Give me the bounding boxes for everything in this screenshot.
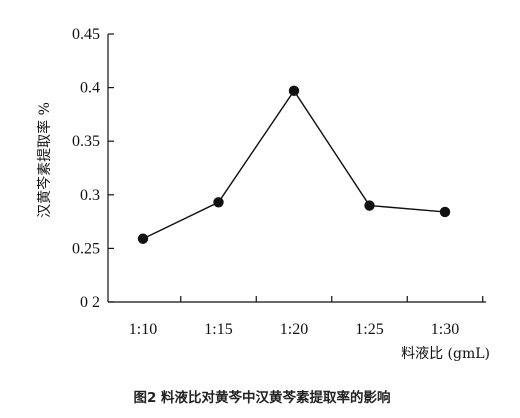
x-tick-label: 1:10	[129, 321, 157, 338]
axes	[107, 34, 486, 303]
series-layer	[137, 85, 451, 244]
x-axis-title: 料液比 (gmL)	[401, 346, 490, 362]
figure-caption: 图2 料液比对黄芩中汉黄芩素提取率的影响	[133, 389, 390, 406]
series-line	[142, 89, 446, 240]
data-point	[213, 197, 224, 208]
data-point	[364, 200, 375, 211]
x-tick-label: 1:20	[280, 321, 308, 338]
x-tick-label: 1:25	[355, 321, 383, 338]
y-tick-label: 0.25	[72, 240, 100, 257]
y-tick-label: 0.3	[80, 187, 100, 204]
data-point	[439, 206, 451, 218]
data-point	[137, 233, 149, 244]
x-tick-label: 1:30	[431, 321, 459, 338]
y-axis-ticks: 0.45 0.4 0.35 0.3 0.25 0 2	[72, 26, 114, 311]
data-point	[288, 85, 300, 97]
y-axis-title: 汉黄芩素提取率 %	[36, 102, 53, 218]
y-tick-label: 0.35	[72, 133, 100, 150]
y-tick-label: 0.45	[72, 26, 100, 43]
y-tick-label: 0.4	[80, 80, 100, 97]
y-tick-label: 0 2	[80, 294, 100, 311]
x-axis-ticks: 1:10 1:15 1:20 1:25 1:30	[129, 296, 484, 338]
x-tick-label: 1:15	[204, 321, 232, 338]
